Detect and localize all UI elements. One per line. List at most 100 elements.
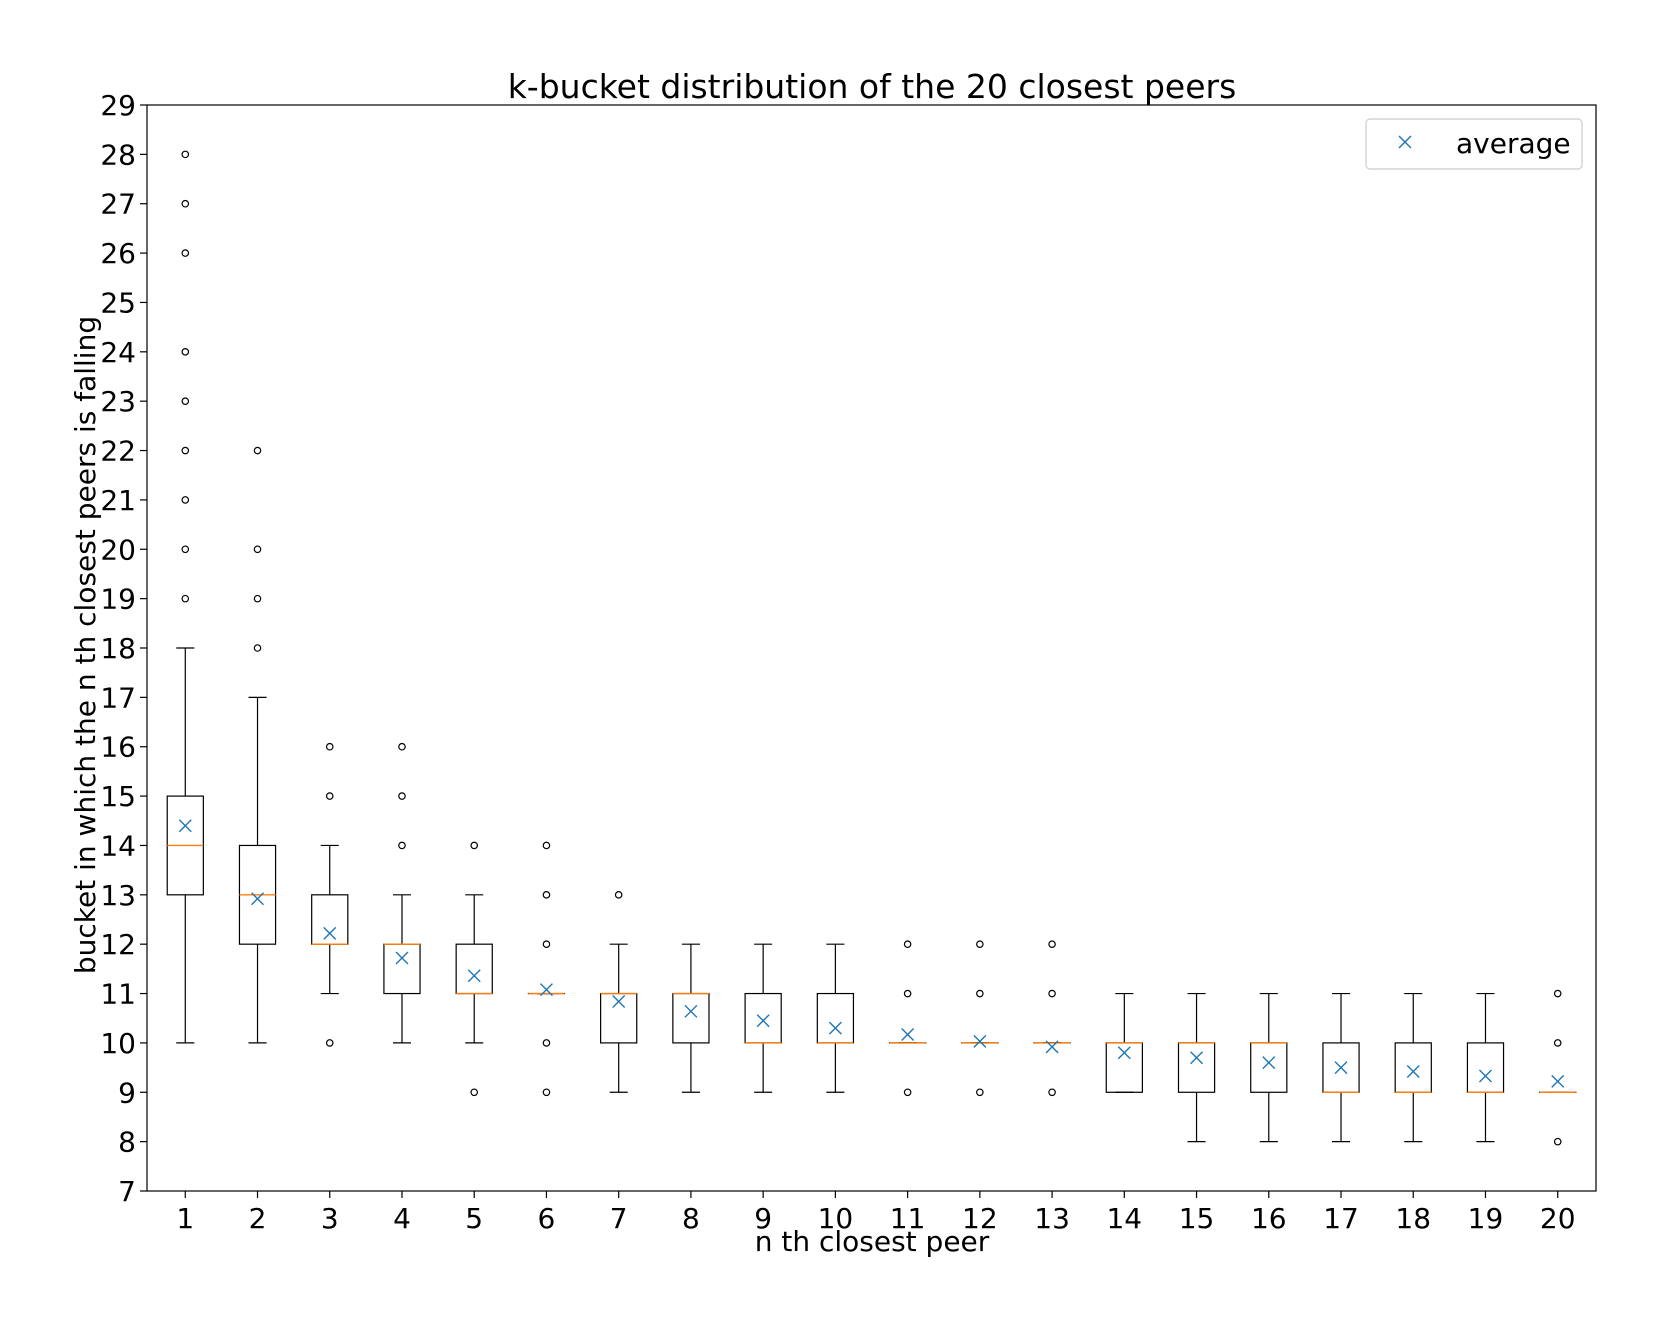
outlier-point bbox=[398, 841, 406, 850]
x-tick-label: 18 bbox=[1395, 1202, 1431, 1235]
x-tick-label: 2 bbox=[249, 1202, 267, 1235]
outlier-point bbox=[1048, 940, 1056, 948]
outlier-point bbox=[903, 940, 912, 948]
mean-marker bbox=[1406, 1065, 1420, 1079]
mean-marker-stroke bbox=[828, 1021, 842, 1035]
mean-marker-stroke bbox=[1551, 1074, 1565, 1088]
mean-marker bbox=[828, 1021, 842, 1035]
outlier-point bbox=[542, 1088, 551, 1097]
y-tick-label: 18 bbox=[100, 632, 136, 665]
y-tick-label: 15 bbox=[100, 780, 136, 813]
box-16 bbox=[1250, 992, 1288, 1143]
mean-marker-stroke bbox=[395, 951, 409, 965]
y-tick-label: 14 bbox=[100, 829, 136, 862]
legend-frame bbox=[1365, 118, 1583, 170]
outlier-point bbox=[181, 249, 190, 257]
y-tick-label: 17 bbox=[100, 681, 136, 714]
mean-marker-stroke bbox=[756, 1014, 770, 1028]
mean-marker bbox=[1334, 1061, 1348, 1075]
outlier-point bbox=[253, 644, 262, 652]
outlier-point bbox=[976, 1088, 984, 1097]
outlier-point bbox=[470, 1088, 479, 1097]
outlier-point bbox=[1048, 1088, 1056, 1097]
box-body bbox=[1466, 1042, 1505, 1093]
x-axis-label: n th closest peer bbox=[755, 1225, 990, 1258]
x-tick-label: 14 bbox=[1106, 1202, 1142, 1235]
x-tick-label: 19 bbox=[1468, 1202, 1504, 1235]
outlier-point bbox=[1553, 1039, 1562, 1047]
box-body bbox=[744, 992, 782, 1044]
x-tick-label: 5 bbox=[465, 1202, 483, 1235]
box-15 bbox=[1177, 992, 1216, 1143]
outlier-point bbox=[181, 150, 190, 159]
mean-marker bbox=[1551, 1074, 1565, 1088]
outlier-point bbox=[542, 891, 551, 899]
y-tick-label: 21 bbox=[100, 484, 136, 517]
mean-marker-stroke bbox=[178, 819, 192, 833]
outlier-point bbox=[1048, 989, 1056, 998]
box-body bbox=[311, 894, 349, 945]
x-tick-label: 11 bbox=[890, 1202, 926, 1235]
y-axis-label: bucket in which the n th closest peers i… bbox=[69, 316, 102, 974]
outlier-point bbox=[903, 1088, 912, 1097]
mean-marker bbox=[756, 1014, 770, 1028]
outlier-point bbox=[253, 545, 262, 554]
mean-marker bbox=[1262, 1056, 1276, 1070]
x-tick-label: 16 bbox=[1251, 1202, 1287, 1235]
outlier-point bbox=[181, 496, 190, 504]
outlier-point bbox=[542, 1039, 551, 1047]
y-tick-label: 8 bbox=[118, 1126, 136, 1159]
plot-frame bbox=[146, 104, 1597, 1192]
outlier-point bbox=[181, 348, 190, 356]
y-tick-label: 26 bbox=[100, 237, 136, 270]
x-tick-label: 9 bbox=[754, 1202, 772, 1235]
outlier-point bbox=[976, 989, 984, 998]
box-body bbox=[455, 943, 493, 995]
legend-label: average bbox=[1456, 127, 1571, 160]
box-7 bbox=[600, 891, 638, 1093]
outlier-point bbox=[181, 446, 190, 455]
x-tick-label: 13 bbox=[1034, 1202, 1070, 1235]
legend: average bbox=[1365, 118, 1583, 170]
box-8 bbox=[672, 943, 710, 1093]
box-18 bbox=[1394, 992, 1432, 1143]
mean-marker bbox=[973, 1034, 987, 1048]
mean-marker-stroke bbox=[323, 926, 337, 940]
outlier-point bbox=[325, 1039, 334, 1047]
outlier-point bbox=[1553, 989, 1562, 998]
chart-title: k-bucket distribution of the 20 closest … bbox=[508, 67, 1237, 106]
y-tick-label: 22 bbox=[100, 435, 136, 468]
x-tick-label: 10 bbox=[818, 1202, 854, 1235]
x-tick-label: 6 bbox=[538, 1202, 556, 1235]
box-6 bbox=[527, 841, 566, 1097]
box-14 bbox=[1105, 992, 1143, 1093]
mean-marker bbox=[251, 892, 265, 906]
y-tick-label: 29 bbox=[100, 89, 136, 122]
mean-marker-stroke bbox=[1045, 1040, 1059, 1054]
outlier-point bbox=[181, 545, 190, 554]
y-tick-label: 7 bbox=[118, 1175, 136, 1208]
outlier-point bbox=[398, 792, 406, 800]
y-tick-label: 12 bbox=[100, 928, 136, 961]
outlier-point bbox=[542, 940, 551, 948]
outlier-point bbox=[976, 940, 984, 948]
box-body bbox=[672, 992, 710, 1044]
mean-marker bbox=[684, 1004, 698, 1018]
x-tick-label: 4 bbox=[393, 1202, 411, 1235]
box-13 bbox=[1033, 940, 1071, 1097]
y-tick-label: 28 bbox=[100, 138, 136, 171]
mean-marker-stroke bbox=[1478, 1069, 1492, 1083]
mean-marker-stroke bbox=[973, 1034, 987, 1048]
mean-marker bbox=[1117, 1046, 1131, 1060]
box-17 bbox=[1322, 992, 1360, 1143]
outlier-point bbox=[253, 446, 262, 455]
mean-marker-stroke bbox=[539, 983, 553, 997]
mean-marker bbox=[901, 1028, 915, 1042]
box-2 bbox=[238, 446, 277, 1044]
y-tick-label: 24 bbox=[100, 336, 136, 369]
box-body bbox=[1177, 1042, 1216, 1093]
y-tick-label: 13 bbox=[100, 879, 136, 912]
outlier-point bbox=[903, 989, 912, 998]
outlier-point bbox=[181, 199, 190, 208]
